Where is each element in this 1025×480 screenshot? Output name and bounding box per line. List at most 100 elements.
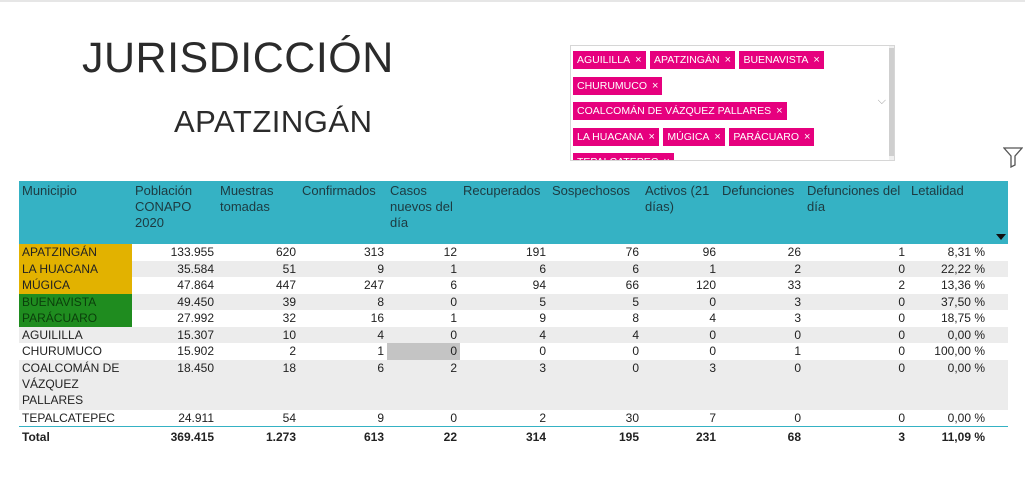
municipio-cell: APATZINGÁN <box>19 244 132 261</box>
total-cell: 3 <box>804 426 908 447</box>
slicer-tag[interactable]: TEPALCATEPEC × <box>573 153 674 160</box>
value-cell: 2 <box>539 410 546 425</box>
close-icon[interactable]: × <box>648 130 655 143</box>
top-divider <box>0 0 1025 2</box>
value-cell: 0 <box>642 293 719 310</box>
slicer-tag-label: PARÁCUARO <box>733 130 800 143</box>
slicer-tag[interactable]: CHURUMUCO × <box>573 76 663 95</box>
col-header-sospechosos[interactable]: Sospechosos <box>549 181 642 244</box>
col-header-casos-nuevos[interactable]: Casos nuevos del día <box>387 181 460 244</box>
value-cell: 0 <box>804 359 908 410</box>
value-cell: 0,00 % <box>947 410 985 425</box>
selected-tags: AGUILILLA × APATZINGÁN × BUENAVISTA × CHURU… <box>573 50 869 160</box>
value-cell: 0 <box>898 311 905 326</box>
col-header-muestras[interactable]: Muestras tomadas <box>217 181 299 244</box>
value-cell: 1 <box>450 311 457 326</box>
municipio-cell: CHURUMUCO <box>22 344 102 359</box>
value-cell: 0 <box>549 359 642 410</box>
value-cell: 100,00 % <box>934 344 985 359</box>
value-cell: 5 <box>460 293 549 310</box>
value-cell: 22,22 % <box>908 260 988 277</box>
value-cell: 8,31 % <box>947 245 985 260</box>
close-icon[interactable]: × <box>724 54 731 66</box>
value-cell: 7 <box>709 410 716 425</box>
value-cell: 1 <box>794 344 801 359</box>
value-cell: 6 <box>549 260 642 277</box>
col-header-poblacion[interactable]: Población CONAPO 2020 <box>132 181 217 244</box>
table-row[interactable]: CHURUMUCO 15.902 2 1 0 0 0 0 1 0 100,00 % <box>19 343 1008 360</box>
value-cell: 6 <box>460 260 549 277</box>
total-cell: 369.415 <box>132 426 217 447</box>
slicer-tag[interactable]: COALCOMÁN DE VÁZQUEZ PALLARES × <box>573 102 787 120</box>
table-row[interactable]: LA HUACANA 35.584 51 9 1 6 6 1 2 0 22,22 % <box>19 260 1008 277</box>
slicer-tag-label: LA HUACANA <box>577 130 644 143</box>
value-cell: 15.307 <box>132 326 217 343</box>
value-cell: 0 <box>642 326 719 343</box>
value-cell: 0 <box>719 326 804 343</box>
slicer-tag-label: BUENAVISTA <box>743 54 809 66</box>
value-cell: 24.911 <box>178 410 214 425</box>
page-subtitle: APATZINGÁN <box>174 104 373 139</box>
slicer-tag[interactable]: APATZINGÁN × <box>650 51 735 69</box>
value-cell: 30 <box>625 410 639 425</box>
value-cell: 66 <box>625 278 639 293</box>
close-icon[interactable]: × <box>776 105 783 117</box>
value-cell: 0 <box>719 359 804 410</box>
municipio-cell: COALCOMÁN DE VÁZQUEZ PALLARES <box>19 359 132 410</box>
municipio-cell: TEPALCATEPEC <box>22 410 115 425</box>
close-icon[interactable]: × <box>652 79 659 92</box>
table-row[interactable]: PARÁCUARO 27.992 32 16 1 9 8 4 3 0 18,75 % <box>19 310 1008 327</box>
table-row[interactable]: COALCOMÁN DE VÁZQUEZ PALLARES 18.450 18 6 2 3… <box>19 359 1008 410</box>
table-row[interactable]: BUENAVISTA 49.450 39 8 0 5 5 0 3 0 37,50 % <box>19 293 1008 310</box>
value-cell: 0 <box>804 293 908 310</box>
value-cell: 1 <box>387 260 460 277</box>
slicer-tag[interactable]: AGUILILLA × <box>573 51 646 69</box>
sort-desc-icon[interactable] <box>996 234 1006 240</box>
filter-icon[interactable] <box>1003 146 1023 168</box>
total-row: Total 369.415 1.273 613 22 314 195 231 6… <box>19 426 1008 447</box>
table-row[interactable]: AGUILILLA 15.307 10 4 0 4 4 0 0 0 0,00 % <box>19 326 1008 343</box>
close-icon[interactable]: × <box>663 156 669 160</box>
total-cell: 231 <box>642 426 719 447</box>
value-cell: 120 <box>695 278 716 293</box>
col-header-municipio[interactable]: Municipio <box>19 181 132 244</box>
total-cell: 11,09 % <box>908 426 988 447</box>
close-icon[interactable]: × <box>714 130 721 143</box>
value-cell: 47.864 <box>177 278 214 293</box>
municipio-slicer[interactable]: AGUILILLA × APATZINGÁN × BUENAVISTA × CHURU… <box>570 45 895 161</box>
value-cell: 33 <box>787 278 801 293</box>
col-header-activos[interactable]: Activos (21 días) <box>642 181 719 244</box>
value-cell: 9 <box>299 260 387 277</box>
value-cell: 4 <box>549 326 642 343</box>
close-icon[interactable]: × <box>804 130 811 143</box>
value-cell: 447 <box>275 278 296 293</box>
col-header-recuperados[interactable]: Recuperados <box>460 181 549 244</box>
table-row[interactable]: MÚGICA 47.864 447 247 6 94 66 120 33 2 13,36 % <box>19 277 1008 294</box>
col-header-letalidad[interactable]: Letalidad <box>908 181 988 244</box>
table-row[interactable]: APATZINGÁN 133.955 620 313 12 191 76 96 26 1 8,31 … <box>19 244 1008 261</box>
municipio-cell: MÚGICA <box>19 277 132 294</box>
col-header-confirmados[interactable]: Confirmados <box>299 181 387 244</box>
col-header-defunciones[interactable]: Defunciones <box>719 181 804 244</box>
total-cell: 1.273 <box>217 426 299 447</box>
value-cell: 0 <box>804 260 908 277</box>
value-cell: 0 <box>450 410 457 425</box>
col-header-defunciones-dia[interactable]: Defunciones del día <box>804 181 908 244</box>
value-cell: 2 <box>898 278 905 293</box>
sort-column[interactable] <box>988 181 1008 244</box>
value-cell: 2 <box>387 359 460 410</box>
slicer-scrollbar[interactable] <box>889 46 894 160</box>
value-cell: 0 <box>804 326 908 343</box>
close-icon[interactable]: × <box>635 54 642 66</box>
value-cell: 94 <box>532 278 546 293</box>
value-cell: 0 <box>898 344 905 359</box>
slicer-tag[interactable]: MÚGICA × <box>663 127 725 146</box>
total-cell: 68 <box>719 426 804 447</box>
slicer-tag[interactable]: BUENAVISTA × <box>739 51 824 69</box>
chevron-down-icon[interactable]: ⌵ <box>877 95 886 107</box>
slicer-scrollbar-thumb[interactable] <box>889 48 894 156</box>
table-row[interactable]: TEPALCATEPEC 24.911 54 9 0 2 30 7 0 0 0,00 % <box>19 410 1008 427</box>
slicer-tag[interactable]: PARÁCUARO × <box>729 127 815 146</box>
close-icon[interactable]: × <box>813 54 820 66</box>
slicer-tag[interactable]: LA HUACANA × <box>573 127 659 146</box>
